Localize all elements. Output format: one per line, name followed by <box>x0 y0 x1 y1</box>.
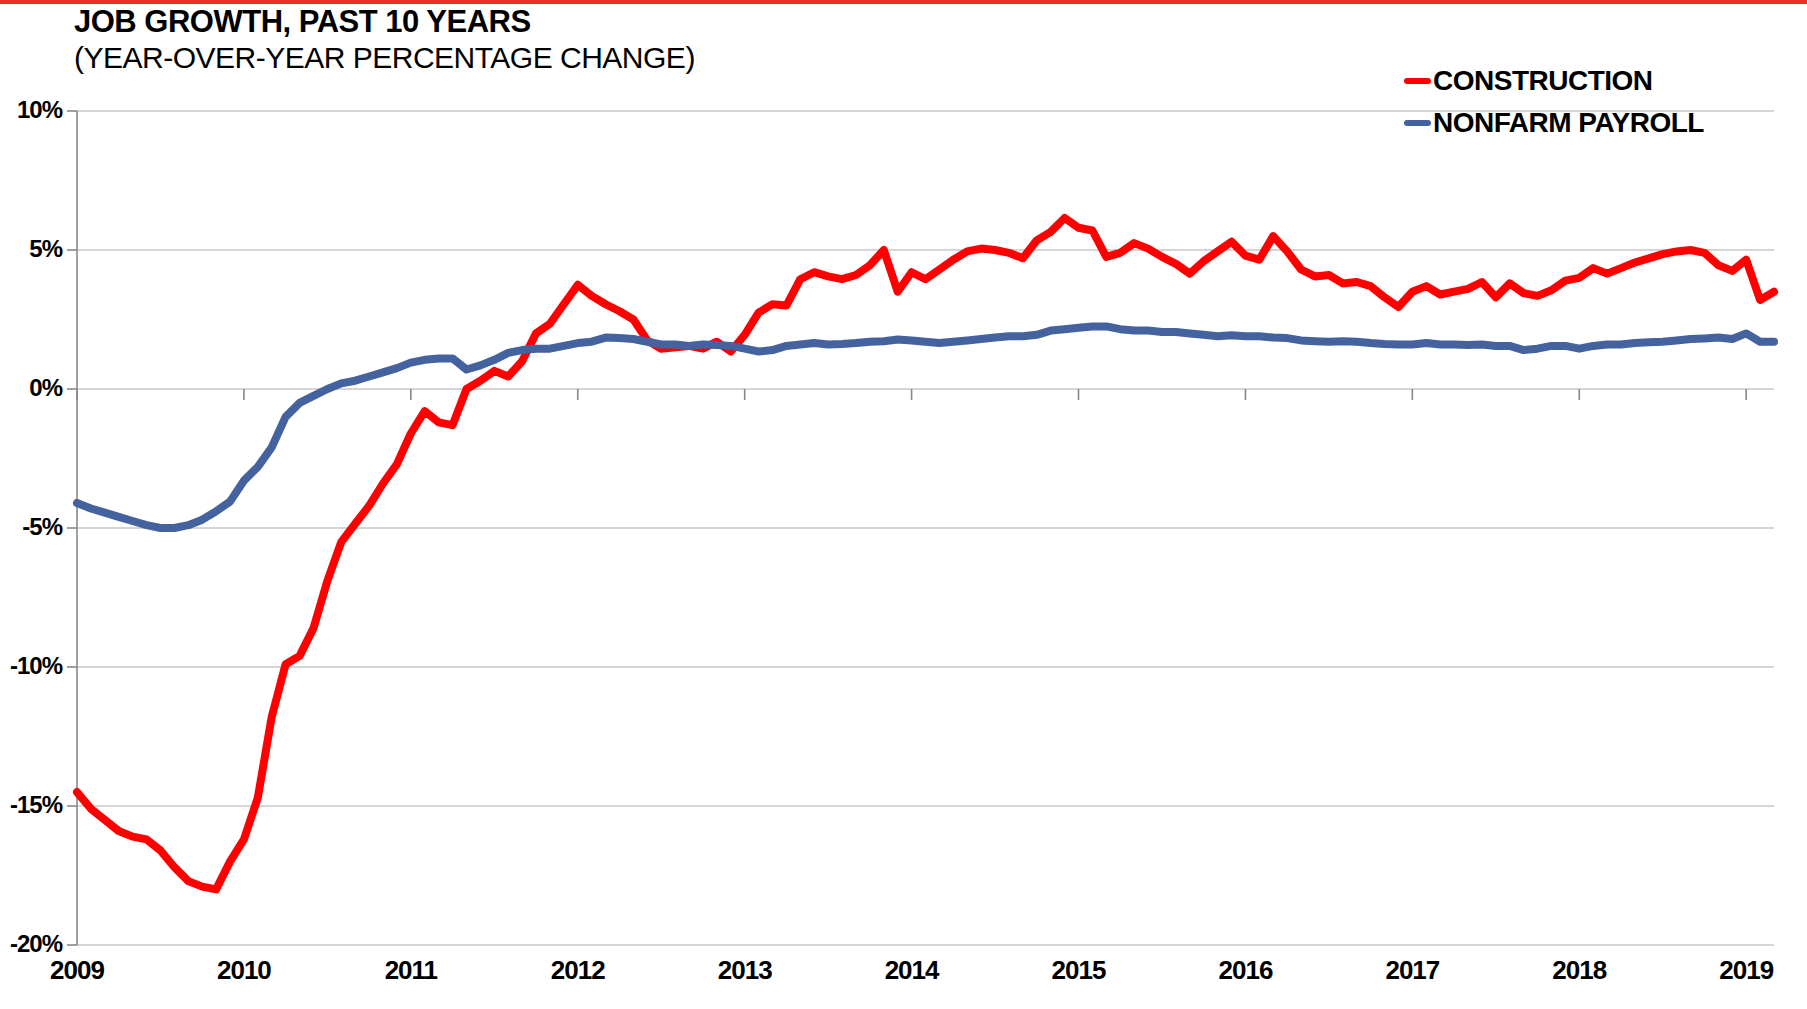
x-axis-label: 2013 <box>690 955 800 986</box>
x-axis-label: 2011 <box>356 955 466 986</box>
y-axis-label: 5% <box>0 235 62 263</box>
chart-plot <box>0 0 1807 1009</box>
y-axis-label: -15% <box>0 791 62 819</box>
x-axis-label: 2009 <box>22 955 132 986</box>
x-axis-label: 2014 <box>857 955 967 986</box>
x-axis-label: 2016 <box>1190 955 1300 986</box>
x-axis-label: 2017 <box>1357 955 1467 986</box>
x-axis-label: 2012 <box>523 955 633 986</box>
y-axis-label: 10% <box>0 96 62 124</box>
series-line-construction <box>77 218 1774 889</box>
series-line-nonfarm-payroll <box>77 326 1774 528</box>
x-axis-label: 2010 <box>189 955 299 986</box>
y-axis-label: -20% <box>0 930 62 958</box>
x-axis-label: 2015 <box>1024 955 1134 986</box>
chart-page: { "page": { "title": "JOB GROWTH, PAST 1… <box>0 0 1807 1009</box>
y-axis-label: -10% <box>0 652 62 680</box>
x-axis-label: 2019 <box>1691 955 1801 986</box>
x-axis-label: 2018 <box>1524 955 1634 986</box>
y-axis-label: 0% <box>0 374 62 402</box>
y-axis-label: -5% <box>0 513 62 541</box>
